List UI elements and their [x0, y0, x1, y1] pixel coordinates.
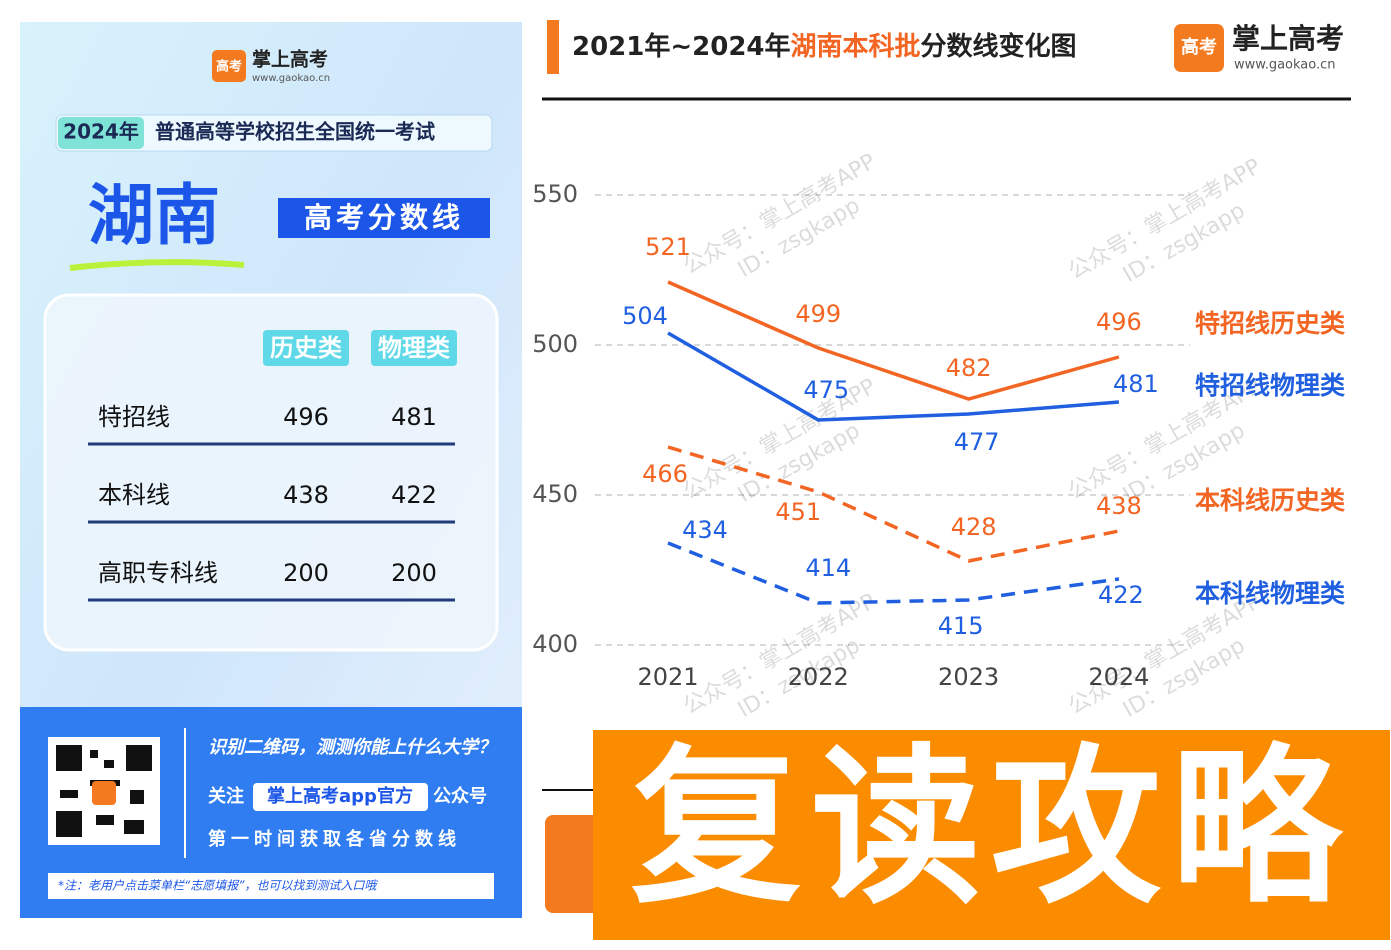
x-tick-label: 2024	[1088, 663, 1149, 691]
qr-pattern	[56, 745, 152, 837]
row-label: 高职专科线	[98, 559, 218, 587]
data-label: 466	[642, 460, 688, 488]
cell: 438	[283, 481, 329, 509]
data-label: 482	[946, 354, 992, 382]
logo-icon: 高考	[1181, 36, 1217, 58]
logo-name: 掌上高考	[1232, 22, 1344, 55]
title-years: 2021年~2024年	[572, 31, 791, 62]
title-highlight: 湖南本科批	[791, 32, 921, 62]
x-tick-label: 2023	[938, 663, 999, 691]
y-tick-label: 500	[532, 330, 578, 358]
data-label: 521	[645, 233, 691, 261]
series-line	[667, 541, 1120, 605]
legend-label: 本科线历史类	[1195, 486, 1346, 515]
data-label: 438	[1096, 492, 1142, 520]
title-marker	[547, 20, 559, 74]
y-tick-label: 400	[532, 630, 578, 658]
qr-logo	[92, 781, 116, 805]
data-label: 415	[938, 612, 984, 640]
cell: 200	[283, 559, 329, 587]
cell: 200	[391, 559, 437, 587]
data-label: 451	[775, 498, 821, 526]
data-label: 504	[622, 302, 668, 330]
title-rest: 分数线变化图	[921, 31, 1077, 62]
x-tick-label: 2022	[788, 663, 849, 691]
data-label: 499	[795, 300, 841, 328]
subtitle-bg	[278, 198, 490, 238]
follow-name: 掌上高考app官方	[267, 785, 413, 807]
follow-name-bg	[253, 783, 428, 811]
header-bg	[371, 330, 457, 366]
banner-text: 复读攻略	[631, 729, 1351, 927]
data-label: 422	[1098, 581, 1144, 609]
cell: 422	[391, 481, 437, 509]
logo-url: www.gaokao.cn	[252, 73, 330, 84]
logo-icon-bg	[212, 50, 246, 82]
chart-title: 2021年~2024年湖南本科批分数线变化图	[572, 31, 1077, 62]
data-label: 496	[1096, 308, 1142, 336]
year-badge: 2024年	[63, 120, 139, 144]
underline	[69, 259, 245, 271]
legend-label: 特招线历史类	[1195, 309, 1346, 338]
follow-suffix: 公众号	[433, 785, 487, 807]
y-tick-label: 450	[532, 480, 578, 508]
qr-prompt: 识别二维码，测测你能上什么大学？	[208, 737, 496, 758]
y-tick-label: 550	[532, 180, 578, 208]
exam-name: 普通高等学校招生全国统一考试	[155, 120, 435, 144]
data-label: 481	[1113, 370, 1159, 398]
row-label: 特招线	[98, 403, 170, 431]
data-label: 428	[951, 513, 997, 541]
province: 湖南	[88, 177, 220, 254]
series-line	[667, 331, 1120, 422]
series-line	[667, 445, 1120, 563]
table-card	[43, 293, 499, 652]
logo-url: www.gaokao.cn	[1234, 58, 1336, 73]
legend-label: 特招线物理类	[1195, 371, 1346, 400]
logo-icon: 高考	[216, 59, 242, 75]
banner-bg	[593, 730, 1390, 940]
legend-label: 本科线物理类	[1195, 579, 1346, 608]
column-header: 物理类	[378, 334, 451, 362]
row-label: 本科线	[98, 481, 170, 509]
series-line	[667, 280, 1120, 401]
note-bg	[48, 873, 494, 899]
data-label: 475	[803, 376, 849, 404]
year-badge-bg	[58, 117, 144, 149]
column-header: 历史类	[270, 334, 343, 362]
first-time: 第一时间获取各省分数线	[208, 828, 461, 850]
follow-prefix: 关注	[208, 785, 244, 807]
cell: 496	[283, 403, 329, 431]
data-label: 477	[954, 428, 1000, 456]
cell: 481	[391, 403, 437, 431]
logo-fragment	[545, 815, 605, 913]
logo-name: 掌上高考	[252, 48, 328, 71]
data-label: 434	[682, 516, 728, 544]
x-tick-label: 2021	[637, 663, 698, 691]
subtitle: 高考分数线	[304, 201, 464, 234]
logo-icon-bg	[1174, 24, 1224, 72]
data-label: 414	[805, 554, 851, 582]
note: *注：老用户点击菜单栏“志愿填报”，也可以找到测试入口哦	[58, 879, 378, 893]
header-bg	[263, 330, 349, 366]
exam-bar	[55, 114, 493, 152]
